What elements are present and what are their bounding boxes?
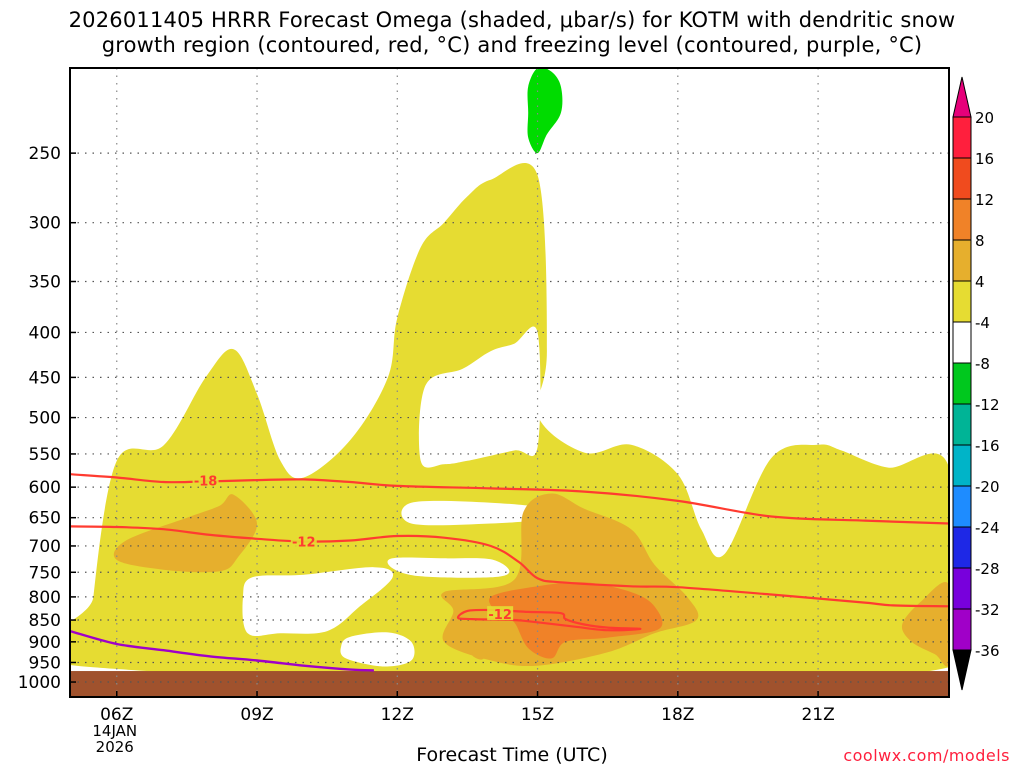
omega-region-8-12-3 — [471, 649, 487, 660]
ground-layer — [70, 671, 949, 697]
colorbar-box-1 — [952, 157, 972, 200]
colorbar-label-5: -4 — [975, 314, 990, 332]
colorbar-label-11: -28 — [975, 560, 1000, 578]
colorbar-box-7 — [952, 403, 972, 446]
y-tick-label-4: 450 — [29, 368, 61, 388]
chart-title-line2: growth region (contoured, red, °C) and f… — [101, 33, 923, 57]
y-tick-label-11: 800 — [29, 588, 61, 608]
x-tick-label-0: 06Z — [100, 705, 133, 725]
omega-below-4-region-2 — [387, 557, 510, 578]
axis-labels: 2503003504004505005506006507007508008509… — [18, 144, 835, 756]
chart-title-line1: 2026011405 HRRR Forecast Omega (shaded, … — [68, 8, 956, 32]
colorbar: 20 16 12 8 4 -4 -8 -12 -16 -20 -24 -28 -32 -36 — [952, 76, 1000, 691]
dgz-contour-label-1: -12 — [292, 536, 316, 551]
colorbar-box-5 — [952, 321, 972, 364]
x-tick-label-4: 18Z — [661, 705, 694, 725]
y-tick-label-5: 500 — [29, 409, 61, 429]
y-tick-label-2: 350 — [29, 273, 61, 293]
colorbar-label-1: 16 — [975, 150, 994, 168]
dgz-label-bg-2 — [487, 606, 514, 621]
y-tick-label-14: 950 — [29, 653, 61, 673]
dgz-label-bg-0 — [192, 472, 219, 487]
omega-region-8-12-2 — [901, 582, 949, 667]
x-axis-label: Forecast Time (UTC) — [416, 744, 608, 766]
omega-region-12-16-0 — [489, 582, 663, 659]
colorbar-label-10: -24 — [975, 519, 1000, 537]
y-tick-label-9: 700 — [29, 537, 61, 557]
x-tick-label-1: 09Z — [240, 705, 273, 725]
dgz-contour-0 — [70, 473, 949, 525]
colorbar-top-arrow — [952, 76, 972, 118]
y-tick-label-15: 1000 — [18, 673, 61, 693]
omega-region-8-12-0 — [113, 494, 258, 573]
colorbar-label-6: -8 — [975, 355, 990, 373]
colorbar-box-10 — [952, 526, 972, 569]
colorbar-label-9: -20 — [975, 478, 1000, 496]
colorbar-box-8 — [952, 444, 972, 487]
x-tick-label-2: 12Z — [381, 705, 414, 725]
colorbar-box-6 — [952, 362, 972, 405]
dgz-contour-1 — [70, 525, 949, 608]
y-tick-label-10: 750 — [29, 563, 61, 583]
colorbar-label-13: -36 — [975, 642, 1000, 660]
omega-below-4-region-1 — [340, 632, 415, 667]
y-tick-label-7: 600 — [29, 478, 61, 498]
dgz-contour-label-0: -18 — [194, 475, 218, 490]
plot-area — [70, 68, 949, 697]
x-date-label-1: 2026 — [96, 738, 134, 756]
y-tick-label-1: 300 — [29, 214, 61, 234]
contour-layer: -18 -12 -12 — [70, 472, 949, 672]
y-tick-label-13: 900 — [29, 633, 61, 653]
colorbar-box-2 — [952, 198, 972, 241]
colorbar-label-3: 8 — [975, 232, 985, 250]
omega-region-4-8-1 — [487, 237, 543, 332]
x-tick-label-3: 15Z — [521, 705, 554, 725]
omega-region-neg4-neg8-0 — [527, 68, 563, 154]
dgz-label-bg-1 — [290, 533, 317, 548]
freezing-level-contour — [70, 629, 374, 672]
y-tick-label-8: 650 — [29, 509, 61, 529]
colorbar-box-0 — [952, 116, 972, 159]
colorbar-box-3 — [952, 239, 972, 282]
colorbar-label-4: 4 — [975, 273, 985, 291]
colorbar-box-11 — [952, 567, 972, 610]
colorbar-label-7: -12 — [975, 396, 1000, 414]
dgz-contour-label-2: -12 — [488, 608, 512, 623]
colorbar-label-2: 12 — [975, 191, 994, 209]
colorbar-box-12 — [952, 608, 972, 651]
y-tick-label-0: 250 — [29, 144, 61, 164]
plot-frame — [69, 67, 950, 698]
colorbar-label-8: -16 — [975, 437, 1000, 455]
omega-below-4-region-4 — [418, 326, 541, 468]
colorbar-bottom-arrow — [952, 649, 972, 691]
y-tick-label-3: 400 — [29, 323, 61, 343]
colorbar-box-4 — [952, 280, 972, 323]
x-date-label-0: 14JAN — [92, 722, 137, 740]
y-tick-label-12: 850 — [29, 611, 61, 631]
x-tick-label-5: 21Z — [801, 705, 834, 725]
omega-below-4-region-0 — [242, 567, 394, 637]
y-tick-label-6: 550 — [29, 445, 61, 465]
credit-text: coolwx.com/models — [843, 746, 1010, 765]
colorbar-box-9 — [952, 485, 972, 528]
colorbar-label-12: -32 — [975, 601, 1000, 619]
colorbar-label-0: 20 — [975, 109, 994, 127]
